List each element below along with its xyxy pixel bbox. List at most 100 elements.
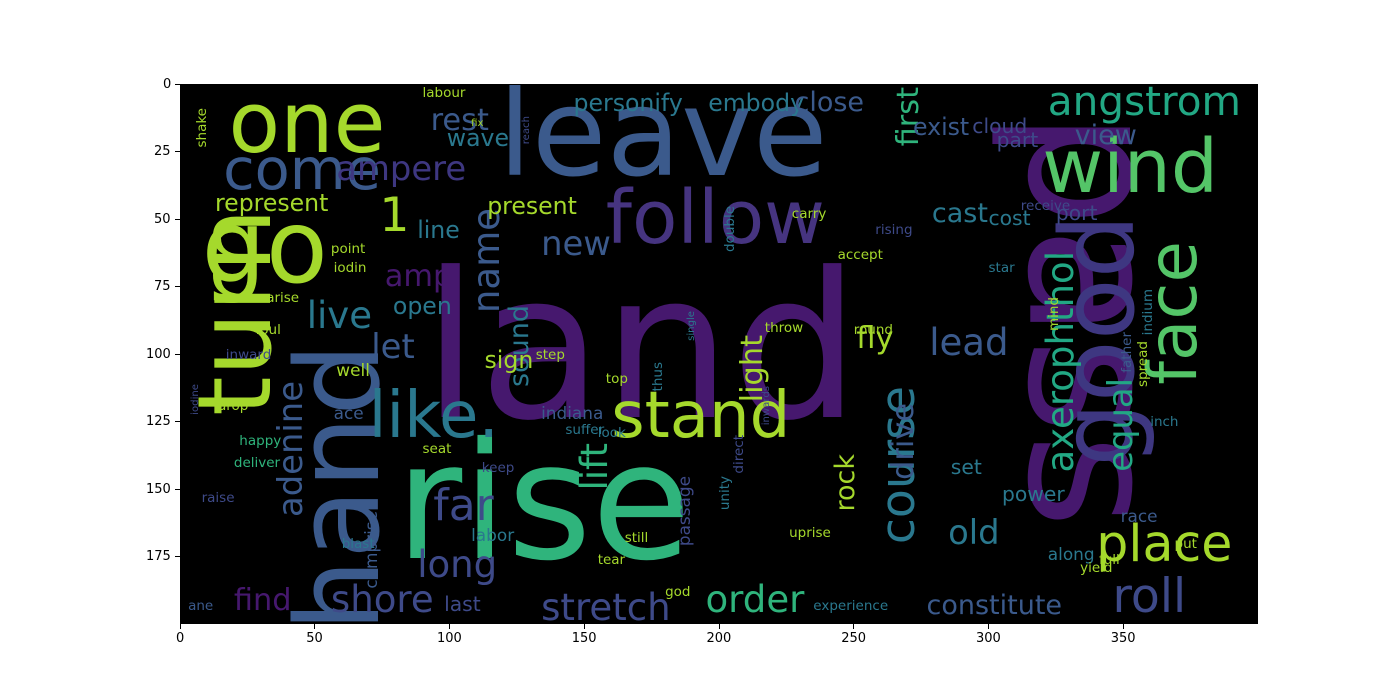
word-live: live bbox=[306, 294, 373, 338]
x-tick-label: 50 bbox=[306, 631, 323, 646]
y-tick-label: 25 bbox=[154, 144, 171, 159]
word-set: set bbox=[950, 454, 982, 479]
word-last: last bbox=[444, 592, 481, 617]
word-rest: rest bbox=[430, 102, 489, 138]
word-ampere: ampere bbox=[336, 148, 467, 188]
word-stand: stand bbox=[611, 378, 791, 453]
word-labour: labour bbox=[422, 84, 466, 101]
word-lift: lift bbox=[573, 443, 617, 491]
word-fly: fly bbox=[856, 321, 894, 357]
word-close: close bbox=[794, 87, 865, 119]
x-tick-mark bbox=[1122, 624, 1124, 629]
word-power: power bbox=[1002, 481, 1065, 506]
word-personify: personify bbox=[573, 89, 683, 118]
word-spread: spread bbox=[1134, 340, 1151, 387]
word-happy: happy bbox=[239, 433, 282, 449]
word-experience: experience bbox=[813, 597, 889, 614]
word-come: come bbox=[223, 135, 381, 203]
y-tick-label: 0 bbox=[163, 76, 172, 92]
word-step: step bbox=[535, 346, 565, 363]
word-foul: foul bbox=[255, 322, 281, 339]
word-leave: leave bbox=[498, 84, 828, 205]
word-sign: sign bbox=[484, 345, 534, 374]
word-represent: represent bbox=[215, 189, 329, 217]
y-tick-mark bbox=[175, 151, 180, 152]
word-exist: exist bbox=[913, 113, 970, 142]
word-thus: thus bbox=[649, 362, 666, 392]
word-inch: inch bbox=[1150, 414, 1179, 431]
word-single: single bbox=[685, 310, 697, 341]
word-port: port bbox=[1055, 200, 1098, 225]
word-rising: rising bbox=[875, 222, 913, 239]
y-tick-label: 75 bbox=[154, 279, 171, 294]
word-amp: amp bbox=[384, 259, 453, 295]
word-seat: seat bbox=[422, 441, 452, 458]
x-tick-mark bbox=[179, 624, 181, 629]
word-far: far bbox=[433, 479, 494, 531]
x-tick-label: 300 bbox=[976, 631, 1001, 646]
word-let: let bbox=[371, 326, 415, 366]
word-point: point bbox=[330, 241, 366, 258]
y-tick-label: 150 bbox=[146, 481, 171, 497]
y-tick-label: 175 bbox=[146, 549, 171, 564]
word-inward: inward bbox=[225, 346, 272, 363]
word-view: view bbox=[1074, 119, 1137, 151]
word-roll: roll bbox=[1112, 568, 1187, 624]
word-drive: drive bbox=[885, 402, 921, 480]
word-put: put bbox=[1174, 535, 1197, 552]
word-cost: cost bbox=[988, 206, 1031, 231]
word-iodine: iodine bbox=[189, 383, 201, 415]
word-axerophthol: axerophthol bbox=[1039, 251, 1083, 473]
word-cloud: cloud bbox=[972, 114, 1028, 139]
word-order: order bbox=[705, 577, 805, 621]
word-name: name bbox=[465, 208, 509, 314]
word-star: star bbox=[988, 260, 1015, 277]
word-blast: blast bbox=[341, 535, 375, 552]
x-tick-mark bbox=[314, 624, 316, 629]
word-shake: shake bbox=[194, 108, 211, 148]
word-yield: yield bbox=[1080, 559, 1113, 576]
word-go: go bbox=[201, 188, 328, 307]
word-open: open bbox=[392, 291, 452, 320]
word-wave: wave bbox=[446, 124, 510, 153]
y-tick-label: 125 bbox=[146, 414, 171, 429]
word-part: part bbox=[996, 127, 1039, 152]
word-deliver: deliver bbox=[233, 454, 281, 471]
y-tick-mark bbox=[175, 286, 180, 287]
word-along: along bbox=[1047, 543, 1095, 564]
y-tick-mark bbox=[175, 218, 180, 220]
word-passage: passage bbox=[673, 475, 694, 546]
word-one: one bbox=[228, 84, 386, 173]
y-tick-mark bbox=[175, 488, 180, 490]
word-shore: shore bbox=[330, 577, 434, 621]
x-tick-label: 150 bbox=[571, 631, 597, 646]
word-land: land bbox=[422, 229, 860, 465]
word-round: round bbox=[853, 322, 893, 339]
word-father: father bbox=[1118, 332, 1135, 374]
word-line: line bbox=[417, 216, 460, 244]
x-tick-mark bbox=[988, 624, 989, 629]
word-well: well bbox=[336, 360, 370, 381]
y-tick-label: 50 bbox=[154, 211, 171, 227]
word-throw: throw bbox=[764, 319, 804, 336]
word-tear: tear bbox=[597, 551, 626, 568]
word-inwards: inwards bbox=[761, 386, 773, 426]
x-tick-label: 200 bbox=[706, 631, 732, 646]
x-tick-mark bbox=[853, 624, 855, 629]
word-follow: follow bbox=[605, 174, 825, 262]
y-tick-mark bbox=[175, 421, 180, 422]
word-ace: ace bbox=[333, 403, 364, 424]
word-old: old bbox=[948, 513, 1000, 552]
word-carry: carry bbox=[791, 206, 827, 223]
x-tick-mark bbox=[449, 624, 450, 629]
word-god: god bbox=[665, 584, 691, 601]
word-receive: receive bbox=[1020, 198, 1071, 215]
word-reach: reach bbox=[521, 116, 533, 145]
word-indium: indium bbox=[1140, 289, 1157, 336]
y-tick-label: 100 bbox=[146, 346, 171, 362]
word-drop: drop bbox=[217, 397, 249, 414]
word-rise: rise bbox=[395, 408, 692, 597]
y-tick-mark bbox=[175, 83, 180, 85]
word-race: race bbox=[1120, 505, 1158, 526]
